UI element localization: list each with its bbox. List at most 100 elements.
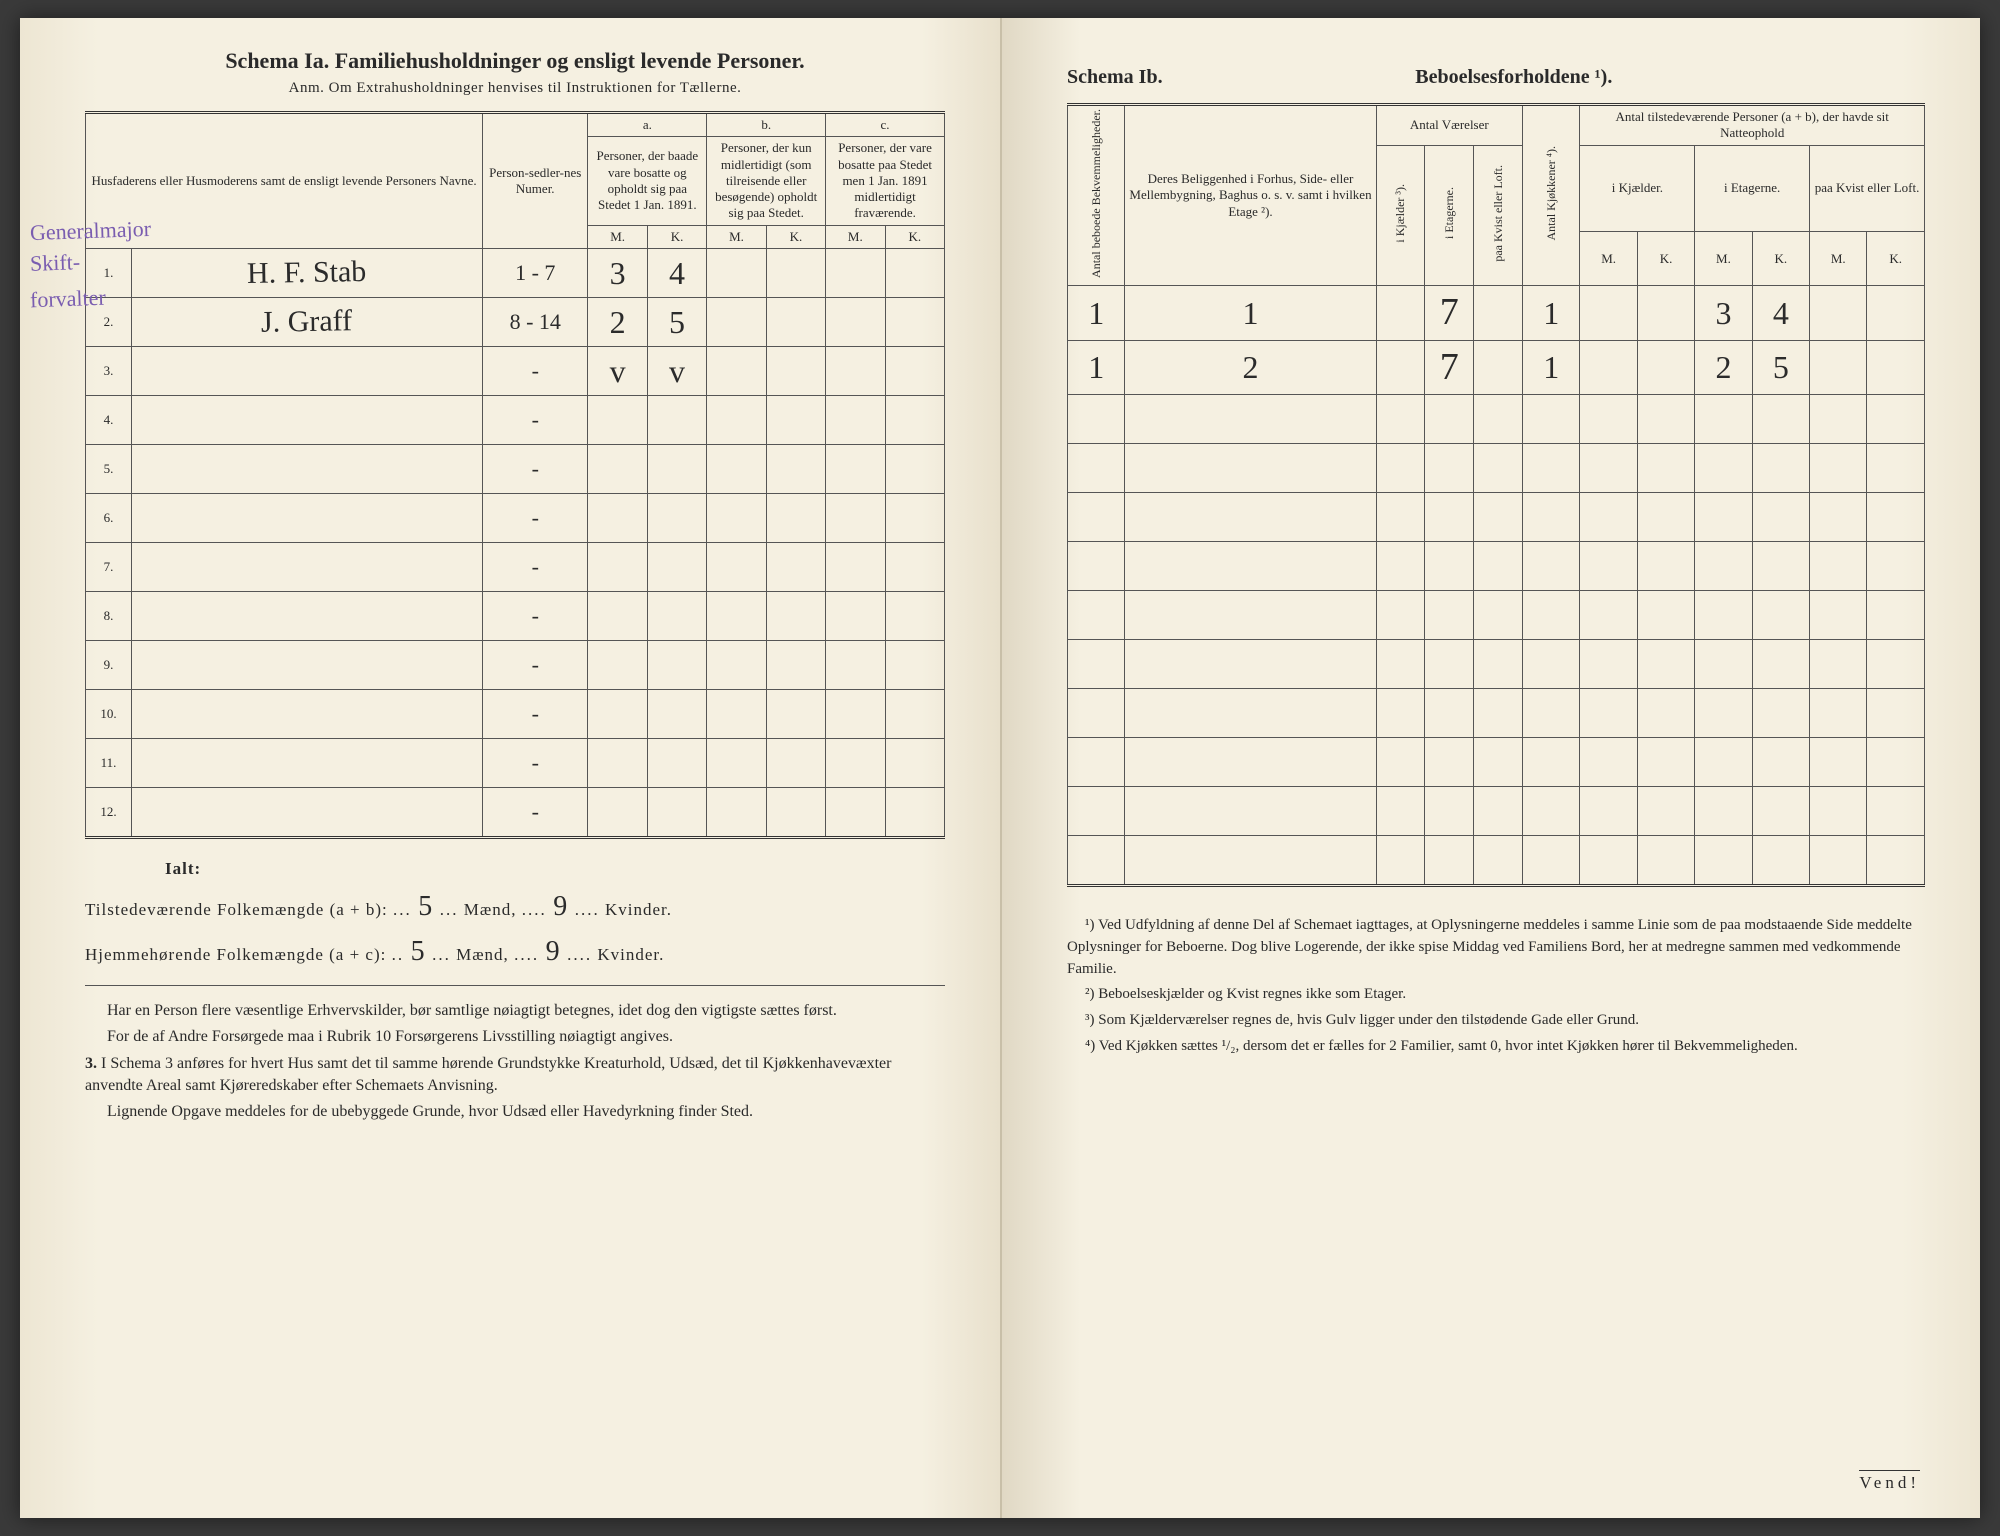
n-kj-m bbox=[1580, 395, 1637, 444]
name-cell bbox=[131, 444, 482, 493]
tilstede-m: 5 bbox=[412, 887, 440, 926]
v-etager bbox=[1425, 640, 1474, 689]
n-kv-k bbox=[1867, 493, 1925, 542]
n-kv-m bbox=[1810, 836, 1867, 886]
c-m bbox=[826, 542, 885, 591]
v-kvist bbox=[1474, 787, 1523, 836]
bekvem-cell bbox=[1068, 689, 1125, 738]
tilstede-k: 9 bbox=[547, 887, 575, 926]
table-row bbox=[1068, 738, 1925, 787]
v-kjaelder bbox=[1376, 340, 1425, 395]
col-n-kvist: paa Kvist eller Loft. bbox=[1810, 145, 1925, 232]
table-row bbox=[1068, 591, 1925, 640]
v-kvist bbox=[1474, 591, 1523, 640]
n-et-m bbox=[1695, 395, 1752, 444]
n-kj-m bbox=[1580, 787, 1637, 836]
n-et-k bbox=[1752, 591, 1809, 640]
schema-1b-subtitle: Beboelsesforholdene ¹). bbox=[1415, 66, 1612, 89]
n-kv-k bbox=[1867, 542, 1925, 591]
a-m: v bbox=[588, 346, 647, 395]
c-k bbox=[885, 493, 944, 542]
c-m bbox=[826, 493, 885, 542]
v-kvist bbox=[1474, 738, 1523, 787]
a-k bbox=[647, 787, 706, 837]
b-k bbox=[766, 493, 825, 542]
n-kv-m bbox=[1810, 787, 1867, 836]
b-k bbox=[766, 542, 825, 591]
n-kj-k bbox=[1637, 689, 1694, 738]
name-cell bbox=[131, 738, 482, 787]
col-b-m: M. bbox=[707, 225, 766, 248]
n-kv-m bbox=[1810, 286, 1867, 341]
n-et-m bbox=[1695, 787, 1752, 836]
v-kvist bbox=[1474, 542, 1523, 591]
v-kvist bbox=[1474, 493, 1523, 542]
name-cell bbox=[131, 591, 482, 640]
v-kvist bbox=[1474, 444, 1523, 493]
col-c-m: M. bbox=[826, 225, 885, 248]
n-kv-k bbox=[1867, 738, 1925, 787]
a-m bbox=[588, 787, 647, 837]
bekvem-cell bbox=[1068, 640, 1125, 689]
b-m bbox=[707, 640, 766, 689]
c-k bbox=[885, 542, 944, 591]
n-et-m bbox=[1695, 542, 1752, 591]
table-row: 8.- bbox=[86, 591, 945, 640]
c-k bbox=[885, 689, 944, 738]
kjokken bbox=[1523, 444, 1580, 493]
a-m: 2 bbox=[588, 297, 647, 346]
v-kjaelder bbox=[1376, 395, 1425, 444]
table-schema-1a: Husfaderens eller Husmoderens samt de en… bbox=[85, 111, 945, 839]
n-et-k bbox=[1752, 836, 1809, 886]
a-m: 3 bbox=[588, 248, 647, 297]
v-kvist bbox=[1474, 689, 1523, 738]
n-kv-k bbox=[1867, 340, 1925, 395]
col-a-k: K. bbox=[647, 225, 706, 248]
c-k bbox=[885, 738, 944, 787]
schema-1a-title: Schema Ia. Familiehusholdninger og ensli… bbox=[85, 48, 945, 74]
col-v-etager: i Etagerne. bbox=[1442, 187, 1457, 239]
n-kv-m bbox=[1810, 738, 1867, 787]
v-etager bbox=[1425, 395, 1474, 444]
n-kj-k bbox=[1637, 395, 1694, 444]
a-k bbox=[647, 738, 706, 787]
v-etager bbox=[1425, 738, 1474, 787]
margin-note-1: Generalmajor bbox=[30, 216, 152, 246]
margin-note-2: Skift- bbox=[30, 249, 81, 277]
a-k: 5 bbox=[647, 297, 706, 346]
v-kjaelder bbox=[1376, 493, 1425, 542]
table-row: 9.- bbox=[86, 640, 945, 689]
sedler-cell: - bbox=[483, 395, 588, 444]
c-k bbox=[885, 640, 944, 689]
mk: M. bbox=[1810, 232, 1867, 286]
n-kv-m bbox=[1810, 340, 1867, 395]
b-m bbox=[707, 689, 766, 738]
footnote-3: ³) Som Kjælderværelser regnes de, hvis G… bbox=[1067, 1010, 1925, 1032]
n-kv-k bbox=[1867, 787, 1925, 836]
a-m bbox=[588, 640, 647, 689]
kjokken bbox=[1523, 591, 1580, 640]
n-et-k bbox=[1752, 395, 1809, 444]
c-k bbox=[885, 444, 944, 493]
v-etager bbox=[1425, 836, 1474, 886]
b-k bbox=[766, 297, 825, 346]
b-m bbox=[707, 542, 766, 591]
row-number: 9. bbox=[86, 640, 132, 689]
col-n-kjaelder: i Kjælder. bbox=[1580, 145, 1695, 232]
n-kv-k bbox=[1867, 640, 1925, 689]
row-number: 8. bbox=[86, 591, 132, 640]
n-et-k bbox=[1752, 738, 1809, 787]
table-row: 117134 bbox=[1068, 286, 1925, 341]
c-m bbox=[826, 738, 885, 787]
c-m bbox=[826, 640, 885, 689]
n-kj-k bbox=[1637, 340, 1694, 395]
n-kv-m bbox=[1810, 689, 1867, 738]
table-row: 5.- bbox=[86, 444, 945, 493]
name-cell bbox=[131, 689, 482, 738]
n-kj-m bbox=[1580, 836, 1637, 886]
col-n-etager: i Etagerne. bbox=[1695, 145, 1810, 232]
beliggenhed-cell bbox=[1125, 444, 1376, 493]
b-m bbox=[707, 591, 766, 640]
col-b-label: b. bbox=[707, 113, 826, 137]
table-row bbox=[1068, 787, 1925, 836]
